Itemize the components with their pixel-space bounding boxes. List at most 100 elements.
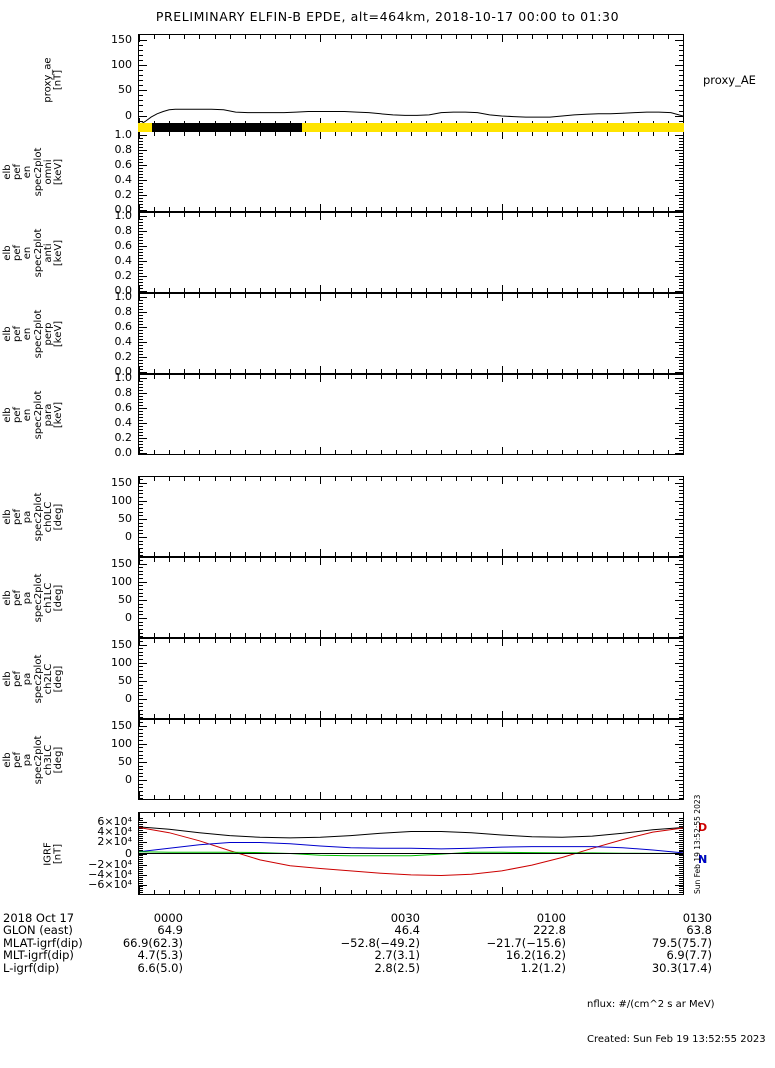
x-tick bbox=[245, 35, 246, 39]
y-tick-minor bbox=[679, 703, 683, 704]
x-tick bbox=[607, 720, 608, 724]
y-tick-minor bbox=[679, 384, 683, 385]
x-tick bbox=[260, 35, 261, 39]
x-tick bbox=[366, 450, 367, 454]
y-tick-minor bbox=[679, 677, 683, 678]
y-tick-minor bbox=[679, 504, 683, 505]
x-tick bbox=[396, 552, 397, 556]
xaxis-cell-2-3: 79.5(75.7) bbox=[651, 935, 712, 950]
x-tick bbox=[199, 639, 200, 643]
x-tick bbox=[260, 795, 261, 799]
y-tick-major bbox=[139, 180, 147, 181]
x-tick bbox=[396, 477, 397, 481]
x-tick bbox=[381, 720, 382, 724]
x-tick bbox=[577, 633, 578, 637]
y-tick-minor bbox=[679, 762, 683, 763]
y-tick-minor bbox=[679, 366, 683, 367]
y-tick-minor bbox=[679, 859, 683, 860]
panel-frame-en-anti bbox=[138, 212, 684, 293]
y-tick-minor bbox=[139, 174, 143, 175]
x-tick bbox=[532, 450, 533, 454]
y-tick-minor bbox=[139, 751, 143, 752]
xaxis-cell-0-1: 0030 bbox=[390, 911, 420, 925]
y-tick-minor bbox=[679, 207, 683, 208]
y-tick-minor bbox=[679, 726, 683, 727]
y-tick-minor bbox=[679, 571, 683, 572]
y-tick-minor bbox=[139, 252, 143, 253]
x-tick bbox=[607, 35, 608, 39]
x-tick bbox=[456, 294, 457, 298]
x-tick bbox=[230, 720, 231, 724]
x-tick bbox=[426, 633, 427, 637]
y-tick-minor bbox=[139, 105, 143, 106]
y-tick-minor bbox=[679, 210, 683, 211]
y-tick-minor bbox=[139, 589, 143, 590]
x-tick bbox=[502, 213, 503, 220]
x-tick bbox=[335, 633, 336, 637]
y-tick-minor bbox=[139, 100, 143, 101]
y-tick-minor bbox=[139, 121, 143, 122]
x-tick bbox=[517, 795, 518, 799]
x-tick bbox=[502, 118, 503, 125]
x-tick bbox=[668, 795, 669, 799]
y-tick-minor bbox=[139, 450, 143, 451]
y-tick-minor bbox=[139, 544, 143, 545]
y-tick-minor bbox=[679, 755, 683, 756]
y-tick-minor bbox=[679, 171, 683, 172]
y-tick-major bbox=[139, 342, 147, 343]
y-tick-label: 0 bbox=[125, 692, 132, 705]
x-tick bbox=[577, 288, 578, 292]
x-tick bbox=[290, 213, 291, 217]
y-tick-minor bbox=[679, 832, 683, 833]
y-tick-label: −2×10⁴ bbox=[88, 858, 132, 871]
x-tick bbox=[366, 35, 367, 39]
x-tick bbox=[456, 639, 457, 643]
xaxis-cell-1-3: 63.8 bbox=[686, 923, 712, 938]
x-tick bbox=[396, 558, 397, 562]
y-tick-minor bbox=[679, 249, 683, 250]
x-tick bbox=[396, 795, 397, 799]
x-tick bbox=[366, 633, 367, 637]
y-tick-label: 0.2 bbox=[114, 269, 133, 282]
y-tick-minor bbox=[679, 333, 683, 334]
y-tick-minor bbox=[679, 141, 683, 142]
x-tick bbox=[502, 285, 503, 292]
xaxis-cell-0-0: 0000 bbox=[153, 911, 183, 925]
y-tick-minor bbox=[679, 798, 683, 799]
x-tick bbox=[260, 294, 261, 298]
x-tick bbox=[487, 633, 488, 637]
panel-frame-pa-ch1lc bbox=[138, 557, 684, 638]
y-tick-minor bbox=[679, 243, 683, 244]
x-tick bbox=[668, 35, 669, 39]
y-tick-minor bbox=[139, 336, 143, 337]
x-tick bbox=[230, 207, 231, 211]
y-tick-minor bbox=[139, 345, 143, 346]
y-tick-major bbox=[139, 681, 147, 682]
x-tick bbox=[577, 558, 578, 562]
x-tick bbox=[668, 294, 669, 298]
x-tick bbox=[517, 132, 518, 136]
x-tick bbox=[320, 294, 321, 301]
x-tick bbox=[441, 795, 442, 799]
x-tick bbox=[683, 477, 684, 484]
x-tick bbox=[517, 633, 518, 637]
x-tick bbox=[320, 213, 321, 220]
x-tick bbox=[275, 552, 276, 556]
y-tick-minor bbox=[679, 435, 683, 436]
x-tick bbox=[290, 795, 291, 799]
y-tick-minor bbox=[679, 369, 683, 370]
y-tick-minor bbox=[139, 50, 143, 51]
x-tick bbox=[381, 633, 382, 637]
y-tick-minor bbox=[679, 645, 683, 646]
x-tick bbox=[184, 207, 185, 211]
y-tick-minor bbox=[139, 309, 143, 310]
y-tick-minor bbox=[139, 670, 143, 671]
y-tick-label: 50 bbox=[118, 83, 132, 96]
xaxis-cell-3-2: 16.2(16.2) bbox=[505, 948, 566, 963]
x-tick bbox=[487, 294, 488, 298]
y-tick-minor bbox=[139, 574, 143, 575]
status-bar bbox=[138, 123, 684, 132]
x-tick bbox=[154, 375, 155, 379]
x-tick bbox=[290, 369, 291, 373]
y-tick-minor bbox=[679, 567, 683, 568]
